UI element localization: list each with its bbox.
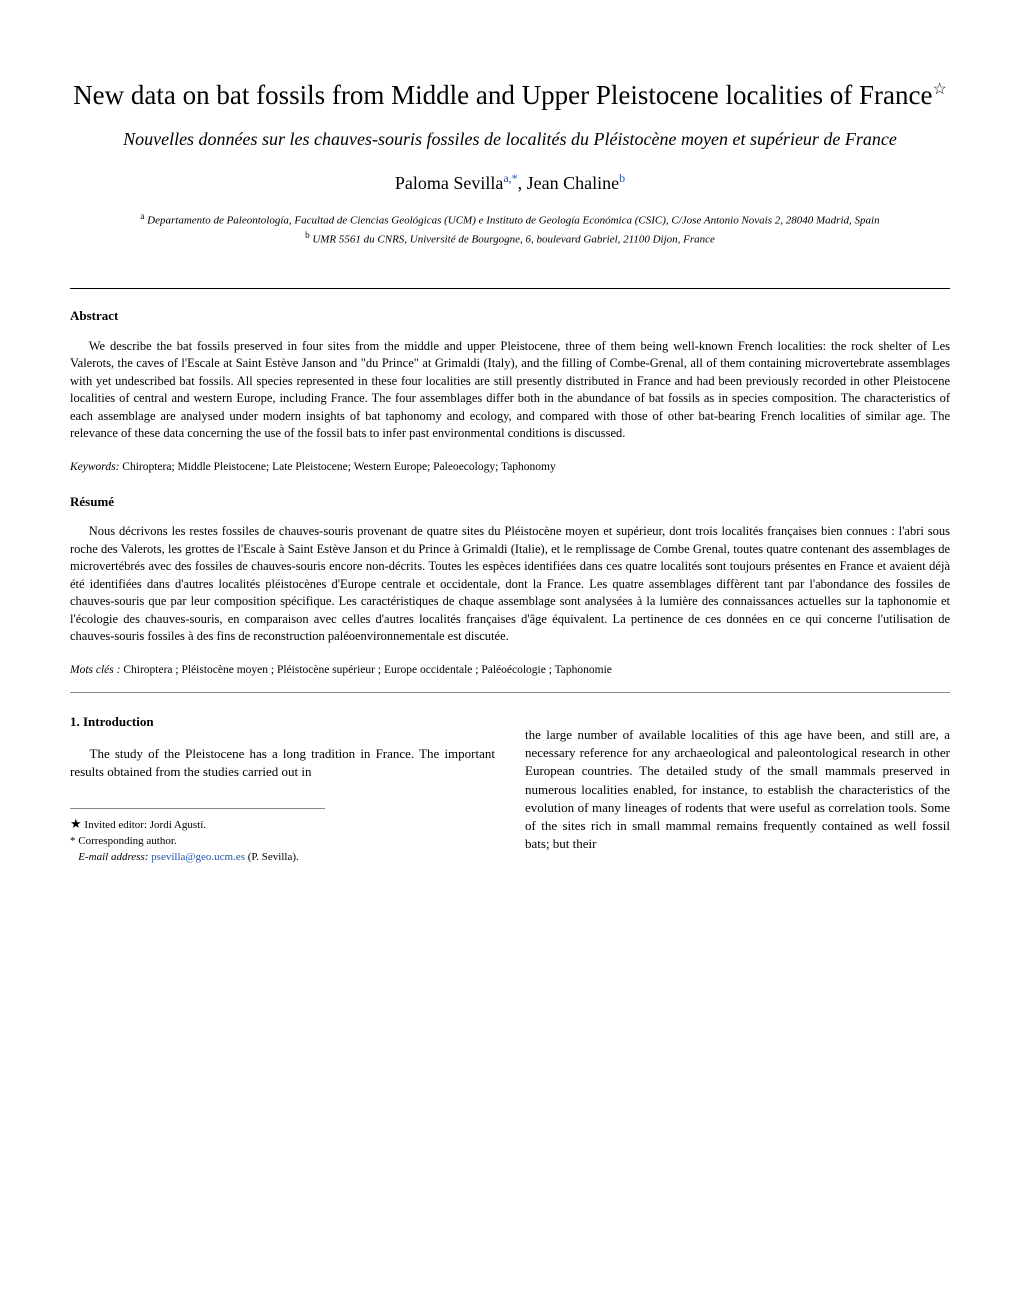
footnote-invited-editor: ★ Invited editor: Jordi Agustí.: [70, 815, 325, 834]
keywords-fr: Mots clés : Chiroptera ; Pléistocène moy…: [70, 662, 950, 678]
section-divider: [70, 288, 950, 289]
left-column: 1. Introduction The study of the Pleisto…: [70, 713, 495, 866]
author-name: Jean Chaline: [527, 173, 619, 193]
affil-text: UMR 5561 du CNRS, Université de Bourgogn…: [312, 234, 715, 246]
footnote-email: E-mail address: psevilla@geo.ucm.es (P. …: [70, 850, 325, 866]
resume-text: Nous décrivons les restes fossiles de ch…: [70, 523, 950, 646]
intro-heading: 1. Introduction: [70, 713, 495, 731]
author-affil-sup: a,: [503, 171, 511, 185]
email-link[interactable]: psevilla@geo.ucm.es: [148, 851, 245, 863]
star-icon: ★: [70, 816, 82, 831]
footnote-corresponding: * Corresponding author.: [70, 834, 325, 850]
author-name: Paloma Sevilla: [395, 173, 503, 193]
author-affil-sup: b: [619, 171, 625, 185]
abstract-heading: Abstract: [70, 307, 950, 325]
affiliations: a Departamento de Paleontología, Faculta…: [70, 210, 950, 248]
intro-para-right: the large number of available localities…: [525, 726, 950, 853]
authors-line: Paloma Sevillaa,*, Jean Chalineb: [70, 170, 950, 196]
star-icon: ☆: [932, 81, 946, 98]
footnotes: ★ Invited editor: Jordi Agustí. * Corres…: [70, 808, 325, 866]
keywords-label: Mots clés :: [70, 664, 120, 676]
keywords-en: Keywords: Chiroptera; Middle Pleistocene…: [70, 459, 950, 475]
affil-sup: b: [305, 230, 310, 240]
email-label: E-mail address:: [78, 851, 148, 863]
thin-divider: [70, 692, 950, 693]
author-separator: ,: [518, 173, 527, 193]
two-column-body: 1. Introduction The study of the Pleisto…: [70, 713, 950, 866]
abstract-text: We describe the bat fossils preserved in…: [70, 338, 950, 443]
email-suffix: (P. Sevilla).: [245, 851, 299, 863]
article-title: New data on bat fossils from Middle and …: [70, 78, 950, 113]
footnote-text: Corresponding author.: [76, 835, 177, 847]
resume-heading: Résumé: [70, 493, 950, 511]
right-column: the large number of available localities…: [525, 713, 950, 866]
affil-text: Departamento de Paleontología, Facultad …: [147, 214, 879, 226]
keywords-text: Chiroptera; Middle Pleistocene; Late Ple…: [119, 461, 555, 473]
keywords-text: Chiroptera ; Pléistocène moyen ; Pléisto…: [120, 664, 611, 676]
article-subtitle: Nouvelles données sur les chauves-souris…: [70, 128, 950, 151]
intro-para-left: The study of the Pleistocene has a long …: [70, 745, 495, 781]
footnote-text: Invited editor: Jordi Agustí.: [82, 819, 206, 831]
keywords-label: Keywords:: [70, 461, 119, 473]
affil-sup: a: [140, 211, 144, 221]
title-text: New data on bat fossils from Middle and …: [73, 80, 932, 110]
